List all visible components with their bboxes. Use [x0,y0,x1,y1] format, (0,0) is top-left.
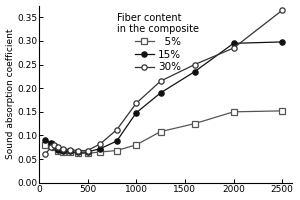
30% [86,149,89,152]
Line:   5%: 5% [42,108,285,156]
15% [43,139,47,141]
30% [43,153,47,156]
Line: 15%: 15% [42,39,285,155]
30% [68,148,71,151]
15% [134,112,138,114]
15% [56,148,60,151]
15% [61,149,65,152]
  5% [159,130,162,133]
  5% [49,143,53,145]
15% [52,145,56,147]
30% [232,47,235,49]
  5% [232,111,235,113]
  5% [43,144,47,146]
30% [49,146,53,148]
  5% [134,144,138,146]
15% [49,141,53,144]
30% [52,144,56,146]
30% [115,129,119,131]
15% [68,150,71,153]
  5% [115,149,119,152]
  5% [76,152,80,155]
Legend:   5%, 15%, 30%: 5%, 15%, 30% [115,11,201,74]
30% [61,147,65,150]
Line: 30%: 30% [42,8,285,157]
Y-axis label: Sound absorption coefficient: Sound absorption coefficient [6,29,15,159]
30% [76,149,80,152]
  5% [56,149,60,152]
30% [159,80,162,82]
15% [98,147,102,150]
15% [280,41,284,43]
30% [98,143,102,145]
15% [86,151,89,153]
  5% [68,151,71,153]
15% [115,140,119,142]
30% [193,63,196,66]
30% [280,9,284,11]
  5% [52,146,56,148]
15% [193,70,196,73]
15% [76,151,80,154]
15% [232,42,235,45]
30% [134,102,138,105]
30% [56,146,60,148]
  5% [98,151,102,153]
  5% [61,151,65,153]
  5% [280,110,284,112]
  5% [86,152,89,155]
  5% [193,122,196,125]
15% [159,92,162,94]
